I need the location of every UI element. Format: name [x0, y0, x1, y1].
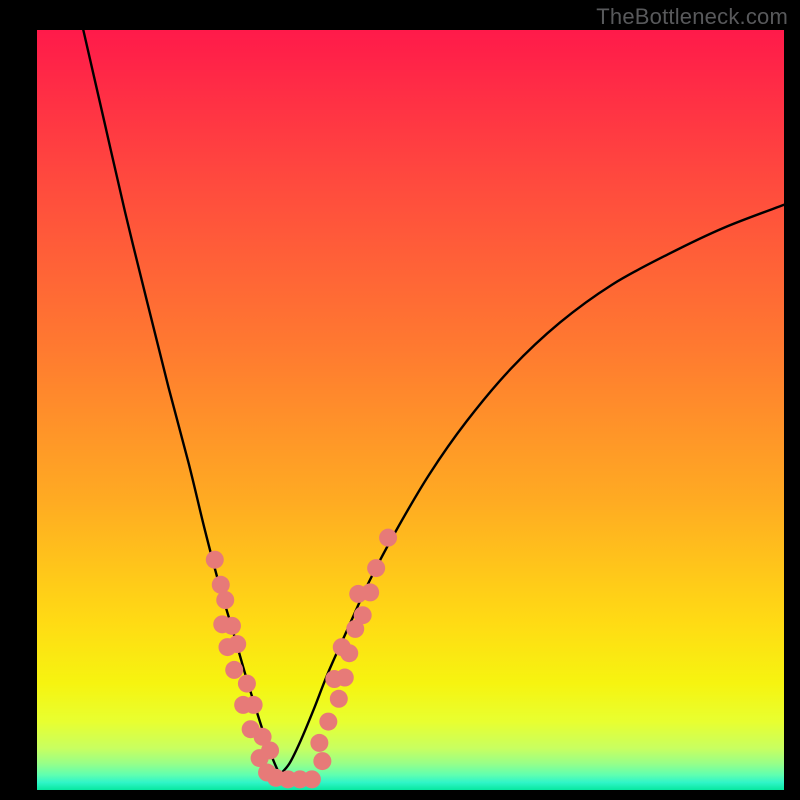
curve-right-branch	[280, 205, 784, 775]
marker-right	[319, 713, 337, 731]
marker-right	[330, 690, 348, 708]
marker-left	[238, 675, 256, 693]
marker-left	[228, 635, 246, 653]
marker-left	[216, 591, 234, 609]
curve-left-branch	[83, 30, 279, 775]
marker-left	[223, 617, 241, 635]
marker-left	[206, 551, 224, 569]
marker-left	[245, 696, 263, 714]
marker-valley	[303, 770, 321, 788]
marker-right	[310, 734, 328, 752]
marker-left	[242, 720, 260, 738]
marker-right	[313, 752, 331, 770]
watermark-text: TheBottleneck.com	[596, 4, 788, 30]
marker-right	[336, 669, 354, 687]
marker-right	[379, 529, 397, 547]
marker-right	[367, 559, 385, 577]
chart-overlay-svg	[0, 0, 800, 800]
marker-right	[333, 638, 351, 656]
marker-left	[261, 741, 279, 759]
marker-left	[212, 576, 230, 594]
marker-right	[354, 606, 372, 624]
marker-right	[361, 583, 379, 601]
marker-left	[225, 661, 243, 679]
